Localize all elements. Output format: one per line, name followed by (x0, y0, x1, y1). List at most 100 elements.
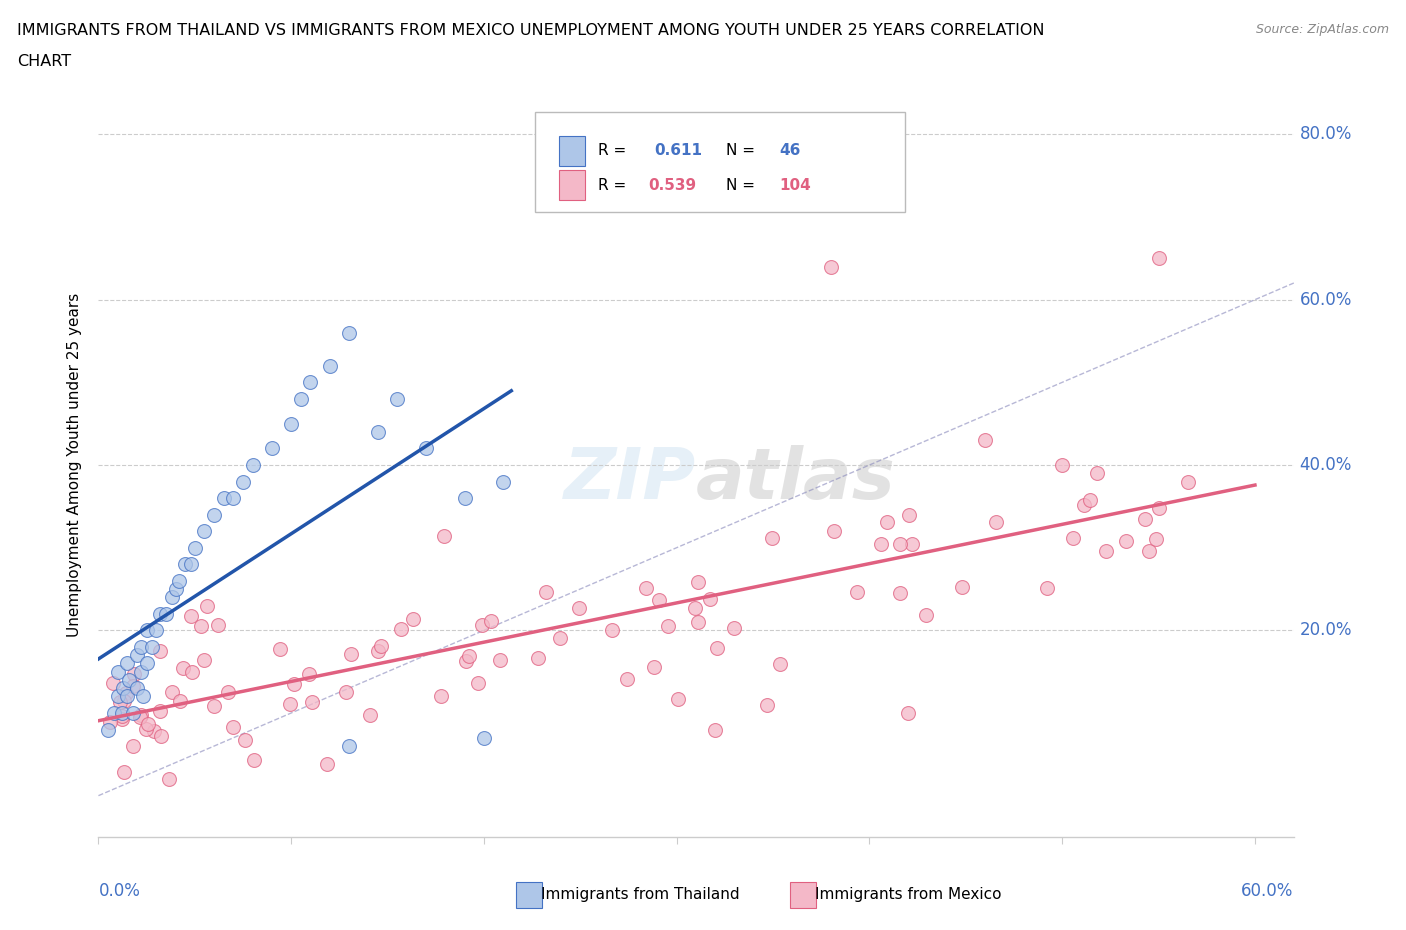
Point (122, 738, 145, 753)
Text: ZIP: ZIP (564, 445, 696, 514)
Point (471, 618, 494, 632)
Point (616, 671, 638, 686)
Point (889, 585, 911, 600)
Point (430, 688, 453, 703)
Point (636, 580, 658, 595)
Text: 80.0%: 80.0% (1299, 126, 1353, 143)
Point (457, 648, 479, 663)
Point (280, 417, 302, 432)
Point (117, 689, 139, 704)
Text: Immigrants from Mexico: Immigrants from Mexico (815, 887, 1002, 902)
Point (242, 458, 264, 472)
Point (1147, 251, 1170, 266)
Point (769, 657, 792, 671)
Point (820, 259, 842, 274)
Point (1177, 474, 1199, 489)
Point (657, 618, 679, 633)
Point (550, 631, 572, 645)
Point (212, 491, 235, 506)
Point (643, 659, 665, 674)
Point (1146, 531, 1168, 546)
Point (283, 676, 305, 691)
Point (112, 764, 135, 779)
Point (472, 730, 495, 745)
Point (193, 653, 215, 668)
Text: CHART: CHART (17, 54, 70, 69)
Point (149, 703, 172, 718)
Point (901, 537, 924, 551)
Point (433, 528, 456, 543)
Text: 0.539: 0.539 (648, 178, 696, 193)
Bar (558, 170, 585, 200)
Point (98, 714, 121, 729)
Point (108, 695, 131, 710)
Point (202, 699, 225, 714)
Point (112, 681, 135, 696)
Point (145, 623, 167, 638)
Point (845, 585, 868, 600)
Point (169, 573, 191, 588)
Point (453, 491, 475, 506)
Point (103, 706, 125, 721)
Point (385, 392, 409, 406)
Point (135, 623, 157, 638)
Point (110, 711, 132, 726)
Point (870, 537, 893, 551)
Point (699, 591, 721, 606)
Point (889, 537, 911, 551)
Point (150, 728, 173, 743)
Point (367, 424, 389, 439)
Point (315, 757, 337, 772)
Text: 60.0%: 60.0% (1299, 291, 1353, 309)
Point (454, 654, 477, 669)
Point (184, 540, 207, 555)
Point (1050, 458, 1073, 472)
Point (1095, 543, 1118, 558)
Point (129, 640, 152, 655)
Text: Immigrants from Thailand: Immigrants from Thailand (541, 887, 740, 902)
Point (118, 672, 141, 687)
Point (207, 618, 229, 632)
Point (370, 639, 392, 654)
Point (232, 474, 254, 489)
Point (299, 375, 322, 390)
Point (761, 531, 783, 546)
Text: R =: R = (598, 143, 631, 158)
Point (124, 667, 146, 682)
Point (165, 581, 187, 596)
Point (132, 689, 155, 704)
Point (723, 620, 745, 635)
Point (1073, 498, 1095, 512)
Text: 60.0%: 60.0% (1241, 882, 1294, 899)
Point (160, 684, 183, 699)
Point (290, 392, 312, 406)
Point (479, 614, 502, 629)
Point (1115, 534, 1137, 549)
Point (492, 474, 515, 489)
Point (122, 706, 145, 721)
Text: 104: 104 (780, 178, 811, 193)
Point (269, 642, 291, 657)
Point (110, 709, 132, 724)
Point (389, 621, 412, 636)
Point (367, 644, 389, 658)
Point (984, 514, 1007, 529)
Point (128, 710, 150, 724)
Point (1062, 530, 1084, 545)
Point (112, 694, 135, 709)
Point (115, 685, 138, 700)
Point (648, 593, 671, 608)
Text: IMMIGRANTS FROM THAILAND VS IMMIGRANTS FROM MEXICO UNEMPLOYMENT AMONG YOUTH UNDE: IMMIGRANTS FROM THAILAND VS IMMIGRANTS F… (17, 23, 1045, 38)
Point (1036, 580, 1059, 595)
Point (337, 326, 360, 340)
Point (222, 719, 245, 734)
Point (415, 441, 437, 456)
Point (180, 608, 202, 623)
Point (688, 575, 710, 590)
Point (141, 640, 163, 655)
Point (278, 697, 301, 711)
Point (180, 557, 202, 572)
Point (467, 675, 489, 690)
Point (359, 707, 381, 722)
Text: N =: N = (725, 143, 759, 158)
